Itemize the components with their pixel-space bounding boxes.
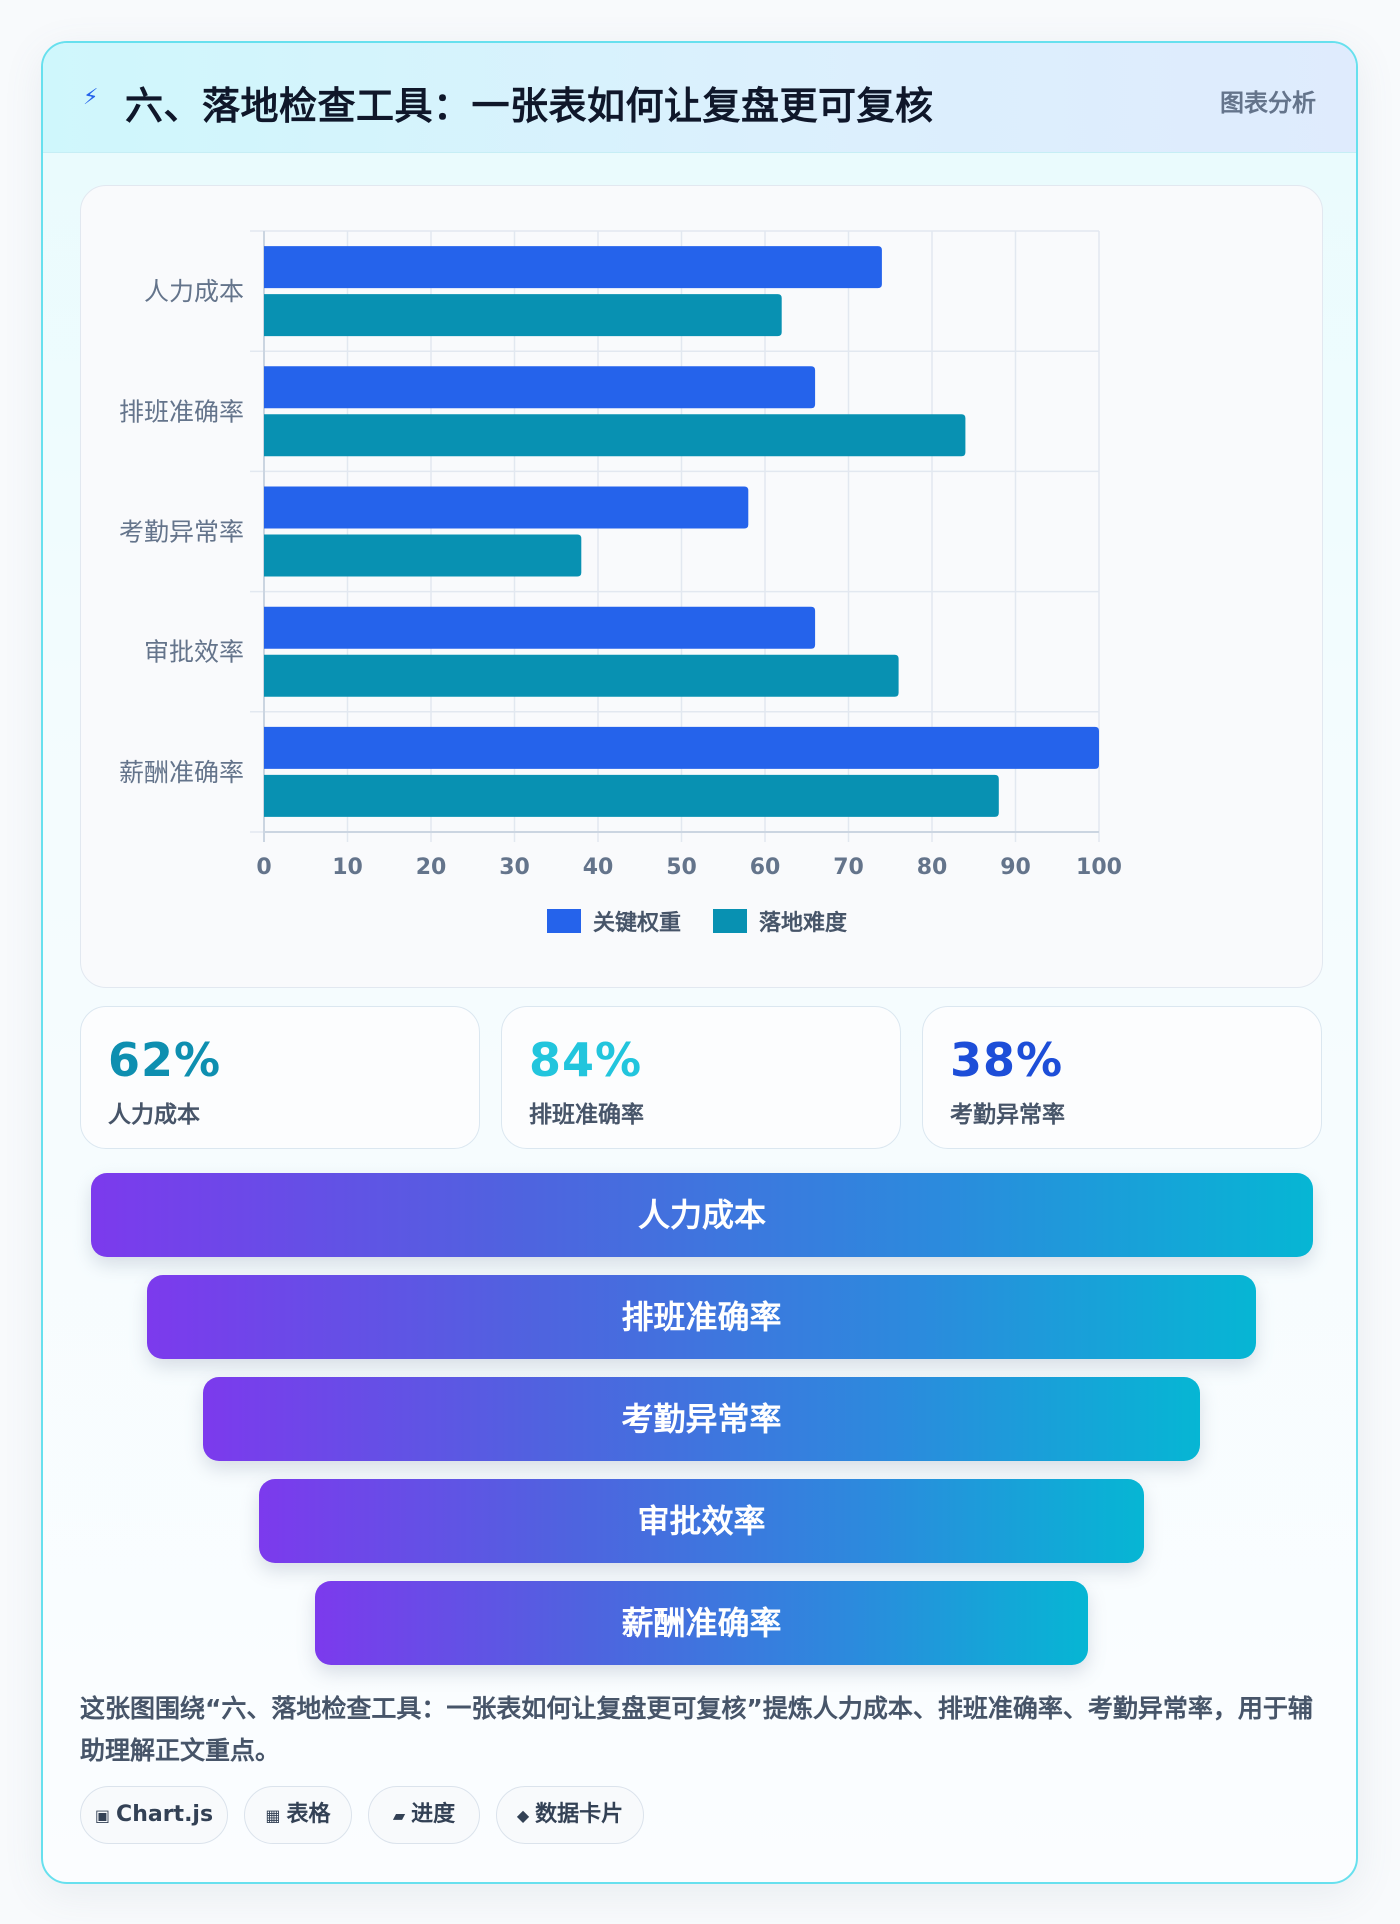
legend-swatch bbox=[713, 909, 747, 933]
y-category-label: 人力成本 bbox=[144, 277, 244, 306]
funnel-stage: 考勤异常率 bbox=[203, 1377, 1200, 1461]
y-category-label: 排班准确率 bbox=[119, 397, 244, 426]
kpi-card: 84% 排班准确率 bbox=[501, 1006, 901, 1149]
diamond-icon: ◆ bbox=[516, 1806, 530, 1825]
chart-icon: ▣ bbox=[94, 1806, 111, 1825]
bar bbox=[264, 486, 749, 529]
chip-progress[interactable]: ▰ 进度 bbox=[368, 1786, 480, 1844]
x-tick-label: 50 bbox=[666, 855, 697, 880]
funnel-stage: 审批效率 bbox=[259, 1479, 1144, 1563]
kpi-value: 84% bbox=[529, 1033, 643, 1087]
x-tick-label: 20 bbox=[416, 855, 447, 880]
table-icon: ▦ bbox=[265, 1806, 281, 1825]
kpi-label: 考勤异常率 bbox=[950, 1102, 1065, 1128]
card-header: ⚡ 六、落地检查工具：一张表如何让复盘更可复核 图表分析 bbox=[43, 43, 1356, 153]
legend-swatch bbox=[547, 909, 581, 933]
x-tick-label: 80 bbox=[917, 855, 948, 880]
funnel-stage: 排班准确率 bbox=[147, 1275, 1256, 1359]
legend-label: 关键权重 bbox=[593, 910, 681, 936]
bar bbox=[264, 294, 782, 337]
x-tick-label: 40 bbox=[583, 855, 614, 880]
lightning-icon: ⚡ bbox=[83, 85, 99, 110]
chip-label: 数据卡片 bbox=[535, 1802, 624, 1827]
chip-label: 表格 bbox=[286, 1802, 331, 1827]
bar-chart-panel: 0 10 20 30 40 50 60 70 80 90 100 人力成本排班准确率考勤异常率审批效率… bbox=[80, 185, 1323, 988]
chip-data-card[interactable]: ◆ 数据卡片 bbox=[496, 1786, 644, 1844]
bar bbox=[264, 654, 899, 697]
chip-label: Chart.js bbox=[116, 1802, 214, 1827]
kpi-card: 38% 考勤异常率 bbox=[922, 1006, 1322, 1149]
chip-chartjs[interactable]: ▣ Chart.js bbox=[80, 1786, 228, 1844]
x-tick-label: 60 bbox=[750, 855, 781, 880]
y-category-label: 考勤异常率 bbox=[119, 518, 244, 547]
chart-card: ⚡ 六、落地检查工具：一张表如何让复盘更可复核 图表分析 0 10 20 30 40 50… bbox=[41, 41, 1358, 1884]
bar bbox=[264, 534, 582, 577]
x-tick-label: 100 bbox=[1076, 855, 1122, 880]
x-tick-label: 90 bbox=[1000, 855, 1031, 880]
bar bbox=[264, 414, 966, 457]
kpi-label: 人力成本 bbox=[108, 1102, 200, 1128]
bar bbox=[264, 774, 999, 817]
bar bbox=[264, 366, 816, 409]
x-tick-label: 30 bbox=[499, 855, 530, 880]
chart-analysis-tag: 图表分析 bbox=[1220, 89, 1316, 117]
progress-icon: ▰ bbox=[392, 1806, 406, 1825]
kpi-row: 62% 人力成本 84% 排班准确率 38% 考勤异常率 bbox=[80, 1006, 1323, 1149]
y-category-label: 审批效率 bbox=[144, 638, 244, 667]
summary-text: 这张图围绕“六、落地检查工具：一张表如何让复盘更可复核”提炼人力成本、排班准确率… bbox=[80, 1694, 1313, 1765]
page-title: 六、落地检查工具：一张表如何让复盘更可复核 bbox=[125, 84, 934, 128]
x-tick-label: 70 bbox=[833, 855, 864, 880]
horizontal-bar-chart: 0 10 20 30 40 50 60 70 80 90 100 人力成本排班准确率考勤异常率审批效率… bbox=[119, 230, 1122, 936]
y-category-label: 薪酬准确率 bbox=[119, 758, 244, 787]
kpi-card: 62% 人力成本 bbox=[80, 1006, 480, 1149]
x-tick-label: 10 bbox=[332, 855, 363, 880]
legend-label: 落地难度 bbox=[759, 910, 848, 936]
chip-label: 进度 bbox=[411, 1802, 456, 1827]
kpi-value: 38% bbox=[950, 1033, 1064, 1087]
kpi-value: 62% bbox=[108, 1033, 222, 1087]
bar bbox=[264, 246, 882, 289]
bar bbox=[264, 726, 1099, 769]
funnel-stage: 人力成本 bbox=[91, 1173, 1313, 1257]
chip-table[interactable]: ▦ 表格 bbox=[244, 1786, 352, 1844]
kpi-label: 排班准确率 bbox=[529, 1102, 644, 1128]
funnel-stage: 薪酬准确率 bbox=[315, 1581, 1088, 1665]
bar bbox=[264, 606, 816, 649]
x-tick-label: 0 bbox=[256, 855, 271, 880]
